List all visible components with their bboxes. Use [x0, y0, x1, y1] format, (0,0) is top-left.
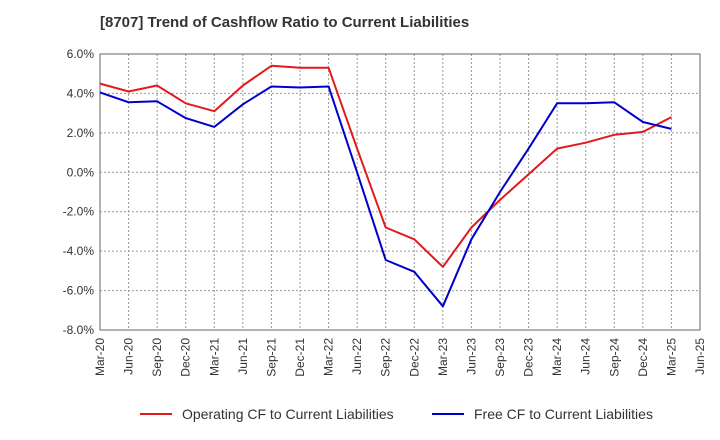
series-line-free-cf [99, 85, 672, 308]
x-tick-label: Mar-21 [207, 338, 221, 376]
x-tick-label: Mar-24 [550, 338, 564, 376]
x-tick-label: Dec-24 [636, 338, 650, 377]
axes: 6.0%4.0%2.0%0.0%-2.0%-4.0%-6.0%-8.0%Mar-… [63, 47, 707, 377]
x-tick-label: Sep-21 [264, 338, 278, 377]
legend-item-free-cf: Free CF to Current Liabilities [432, 406, 653, 422]
y-tick-label: -6.0% [63, 284, 95, 298]
grid [99, 53, 701, 331]
legend: Operating CF to Current Liabilities Free … [140, 406, 653, 422]
x-tick-label: Jun-21 [236, 338, 250, 375]
series-line-operating-cf [99, 64, 672, 268]
y-tick-label: 0.0% [67, 165, 95, 179]
x-tick-label: Jun-23 [464, 338, 478, 375]
x-tick-label: Mar-25 [664, 338, 678, 376]
x-tick-label: Jun-22 [350, 338, 364, 375]
x-tick-label: Mar-23 [436, 338, 450, 376]
x-tick-label: Jun-25 [693, 338, 707, 375]
x-tick-label: Sep-23 [493, 338, 507, 377]
x-tick-label: Jun-20 [122, 338, 136, 375]
plot-frame [99, 53, 701, 331]
y-tick-label: 4.0% [67, 86, 95, 100]
y-tick-label: -4.0% [63, 244, 95, 258]
y-tick-label: 6.0% [67, 47, 95, 61]
series-layer [99, 64, 672, 308]
legend-label: Operating CF to Current Liabilities [182, 406, 394, 422]
legend-label: Free CF to Current Liabilities [474, 406, 653, 422]
y-tick-label: 2.0% [67, 126, 95, 140]
chart-title: [8707] Trend of Cashflow Ratio to Curren… [100, 14, 470, 31]
x-tick-label: Dec-22 [407, 338, 421, 377]
x-tick-label: Mar-22 [322, 338, 336, 376]
x-tick-label: Dec-23 [522, 338, 536, 377]
y-tick-label: -8.0% [63, 323, 95, 337]
x-tick-label: Dec-21 [293, 338, 307, 377]
x-tick-label: Sep-22 [379, 338, 393, 377]
x-tick-label: Sep-20 [150, 338, 164, 377]
legend-item-operating-cf: Operating CF to Current Liabilities [140, 406, 394, 422]
x-tick-label: Jun-24 [579, 338, 593, 375]
x-tick-label: Sep-24 [607, 338, 621, 377]
y-tick-label: -2.0% [63, 205, 95, 219]
x-tick-label: Dec-20 [179, 338, 193, 377]
x-tick-label: Mar-20 [93, 338, 107, 376]
